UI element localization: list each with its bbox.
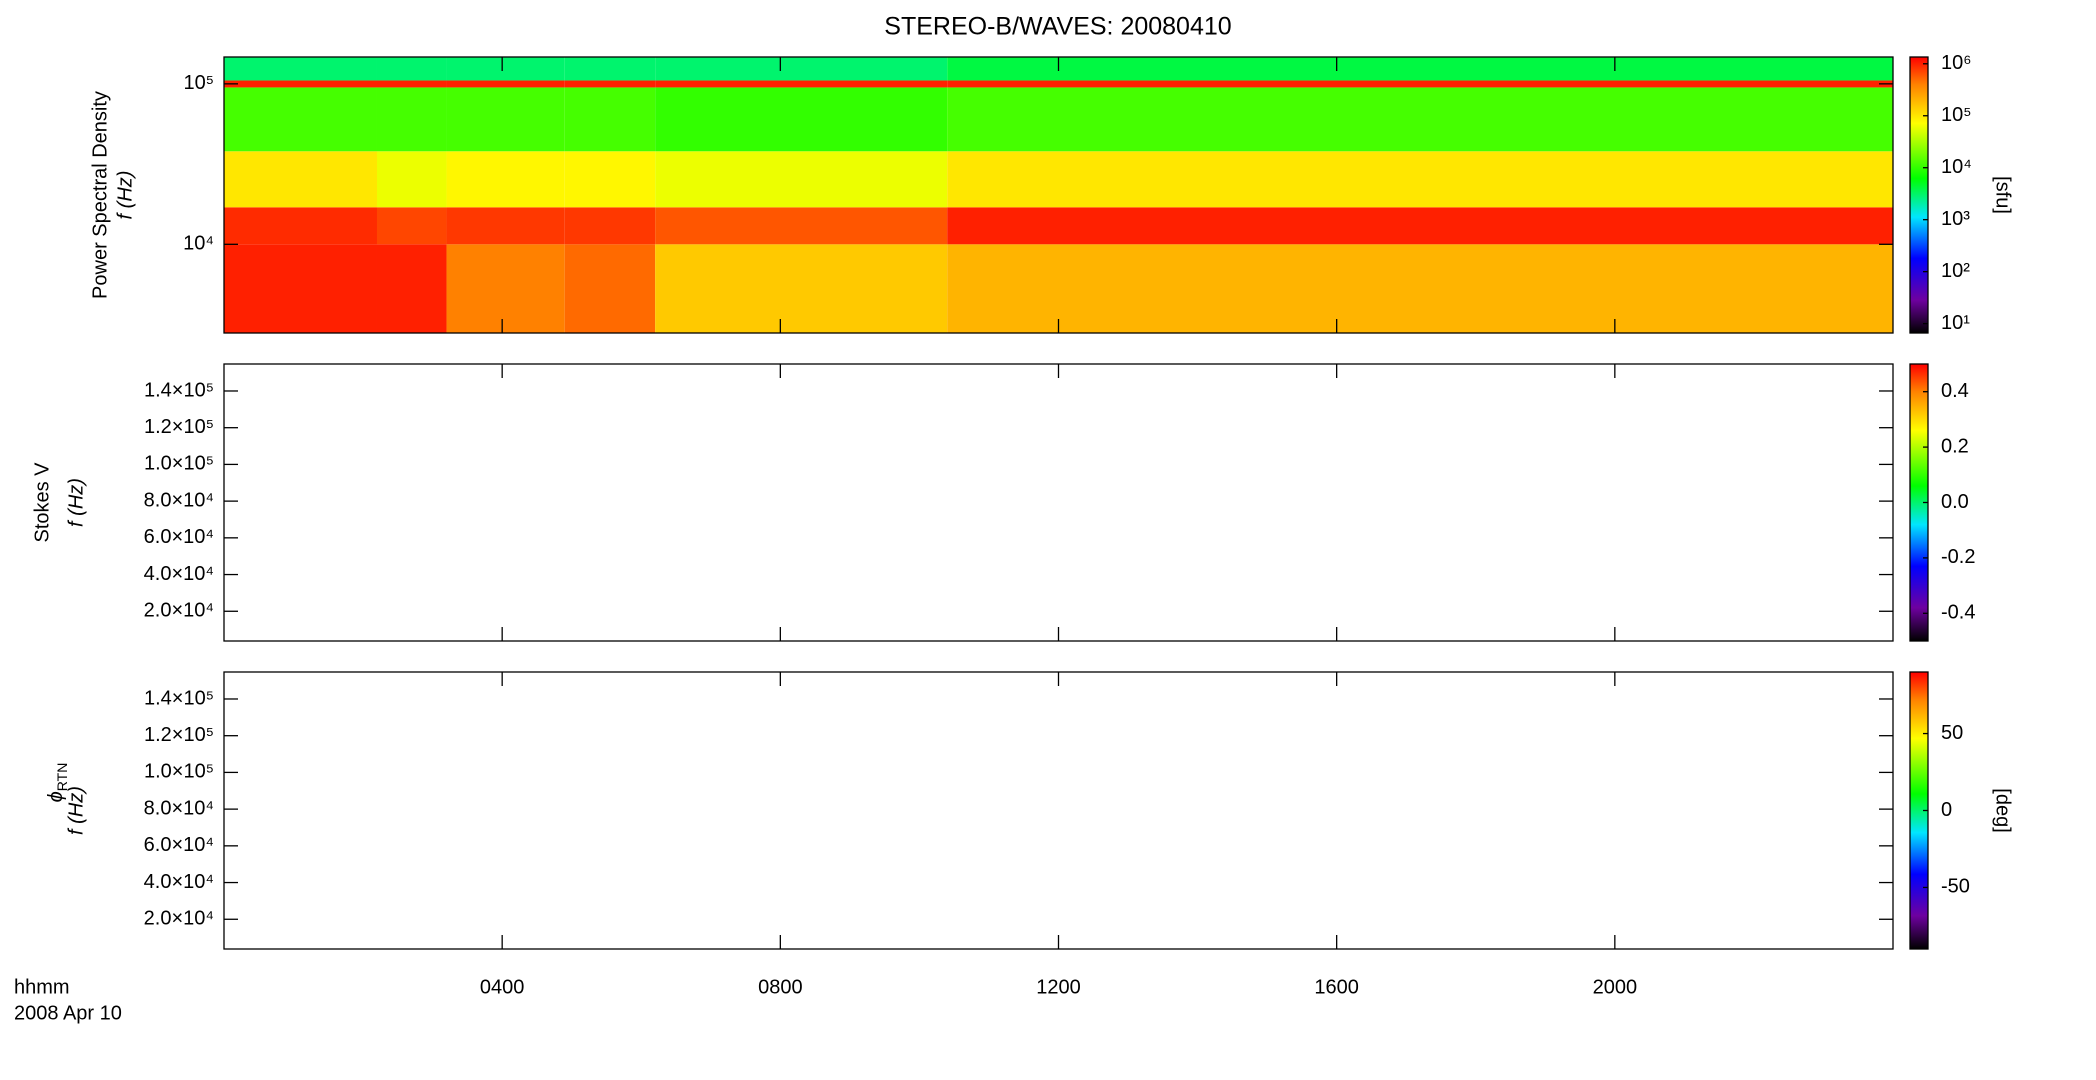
y-tick-label: 1.0×10⁵ <box>144 453 214 475</box>
heatmap-cell <box>376 57 447 81</box>
heatmap-cell <box>224 80 377 88</box>
colorbar-tick-label: -0.2 <box>1941 546 1975 568</box>
y-tick-label: 4.0×10⁴ <box>144 563 214 585</box>
heatmap-cell <box>947 244 1893 333</box>
y-tick-label: 8.0×10⁴ <box>144 797 214 819</box>
y-tick-label: 1.2×10⁵ <box>144 416 214 438</box>
phi-symbol: ϕ <box>45 791 67 802</box>
colorbar <box>1909 56 1929 334</box>
heatmap-cell <box>655 87 948 152</box>
y-axis-label: ϕRTN <box>45 763 69 803</box>
heatmap-cell <box>564 151 656 208</box>
heatmap-cell <box>947 80 1893 88</box>
y-tick-label: 10⁴ <box>183 233 214 255</box>
colorbar-tick-label: 0.4 <box>1941 380 1969 402</box>
heatmap-cell <box>947 57 1893 81</box>
heatmap-cell <box>947 151 1893 208</box>
heatmap-cell <box>564 207 656 245</box>
colorbar-tick-label: 10⁵ <box>1941 104 1972 126</box>
colorbar-label: [sfu] <box>1992 176 2014 214</box>
heatmap-cell <box>376 244 447 333</box>
heatmap-cell <box>446 207 565 245</box>
phi-subscript: RTN <box>54 763 70 792</box>
y-axis-label: f (Hz) <box>114 171 136 220</box>
y-tick-label: 1.0×10⁵ <box>144 761 214 783</box>
heatmap-cell <box>655 57 948 81</box>
colorbar-tick-label: -50 <box>1941 876 1970 898</box>
y-tick-label: 2.0×10⁴ <box>144 908 214 930</box>
heatmap-cell <box>446 151 565 208</box>
heatmap-cell <box>655 244 948 333</box>
heatmap-cell <box>655 80 948 88</box>
heatmap-cell <box>446 87 565 152</box>
x-tick-label: 2000 <box>1593 976 1638 998</box>
heatmap-cell <box>376 151 447 208</box>
heatmap-cell <box>446 57 565 81</box>
colorbar-label: [deg] <box>1992 788 2014 832</box>
colorbar-tick-label: 0.0 <box>1941 491 1969 513</box>
heatmap-cell <box>224 207 377 245</box>
heatmap-cell <box>376 87 447 152</box>
heatmap-cell <box>224 87 377 152</box>
plot-frame <box>223 363 1894 642</box>
x-axis-label: hhmm <box>14 976 70 998</box>
colorbar-tick-label: 10³ <box>1941 208 1970 230</box>
y-tick-label: 2.0×10⁴ <box>144 600 214 622</box>
colorbar-tick-label: 0.2 <box>1941 435 1969 457</box>
y-axis-label: f (Hz) <box>65 478 87 527</box>
plot-frame <box>223 671 1894 950</box>
y-tick-label: 1.4×10⁵ <box>144 379 214 401</box>
heatmap-cell <box>446 244 565 333</box>
heatmap-cell <box>224 151 377 208</box>
y-tick-label: 6.0×10⁴ <box>144 834 214 856</box>
colorbar-tick-label: 10⁶ <box>1941 52 1971 74</box>
colorbar-tick-label: 10⁴ <box>1941 156 1972 178</box>
heatmap-cell <box>947 87 1893 152</box>
x-tick-label: 0800 <box>758 976 803 998</box>
heatmap-cell <box>947 207 1893 245</box>
y-tick-label: 4.0×10⁴ <box>144 871 214 893</box>
colorbar-tick-label: 10¹ <box>1941 312 1970 334</box>
colorbar-tick-label: -0.4 <box>1941 602 1975 624</box>
heatmap-cell <box>564 80 656 88</box>
heatmap-cell <box>376 207 447 245</box>
colorbar-tick-label: 0 <box>1941 799 1952 821</box>
y-tick-label: 1.4×10⁵ <box>144 687 214 709</box>
heatmap-cell <box>376 80 447 88</box>
colorbar-tick-label: 10² <box>1941 260 1970 282</box>
heatmap-cell <box>564 87 656 152</box>
y-tick-label: 6.0×10⁴ <box>144 526 214 548</box>
heatmap-cell <box>655 151 948 208</box>
chart-title: STEREO-B/WAVES: 20080410 <box>884 13 1231 41</box>
x-axis-label: 2008 Apr 10 <box>14 1002 122 1024</box>
heatmap-cell <box>564 244 656 333</box>
heatmap-cell <box>224 244 377 333</box>
y-tick-label: 10⁵ <box>183 72 214 94</box>
x-tick-label: 0400 <box>480 976 525 998</box>
y-axis-label: f (Hz) <box>65 786 87 835</box>
y-axis-label: Power Spectral Density <box>89 91 111 299</box>
heatmap-cell <box>446 80 565 88</box>
y-tick-label: 8.0×10⁴ <box>144 489 214 511</box>
colorbar-tick-label: 50 <box>1941 722 1963 744</box>
heatmap-cell <box>564 57 656 81</box>
heatmap-cell <box>655 207 948 245</box>
heatmap-cell <box>224 57 377 81</box>
x-tick-label: 1200 <box>1036 976 1081 998</box>
y-tick-label: 1.2×10⁵ <box>144 724 214 746</box>
y-axis-label: Stokes V <box>31 462 53 543</box>
x-tick-label: 1600 <box>1314 976 1359 998</box>
